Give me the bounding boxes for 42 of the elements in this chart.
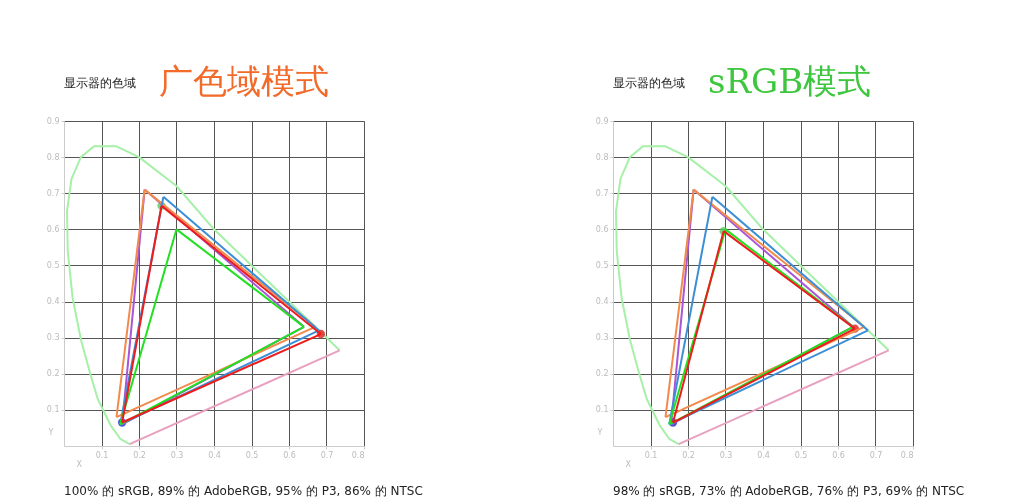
x-tick-label: 0.2 — [133, 450, 146, 460]
x-tick-label: 0.3 — [170, 450, 184, 460]
x-tick-label: 0.6 — [283, 450, 296, 460]
x-tick-label: 0.5 — [794, 450, 808, 460]
x-axis-title: X — [76, 459, 83, 469]
x-tick-label: 0.7 — [320, 450, 334, 460]
y-tick-label: 0.3 — [595, 333, 609, 343]
chart-title: sRGB模式 — [708, 61, 872, 101]
x-tick-label: 0.4 — [757, 450, 770, 460]
y-tick-label: 0.1 — [46, 405, 60, 415]
x-tick-label: 0.1 — [95, 450, 109, 460]
y-tick-label: 0.8 — [595, 152, 609, 162]
y-tick-label: 0.6 — [595, 224, 609, 234]
x-tick-label: 0.5 — [245, 450, 259, 460]
y-tick-label: 0.4 — [46, 297, 60, 307]
y-tick-label: 0.5 — [46, 260, 60, 270]
y-tick-label: 0.9 — [46, 116, 60, 126]
x-tick-label: 0.1 — [644, 450, 658, 460]
x-tick-label: 0.4 — [208, 450, 221, 460]
x-tick-label: 0.8 — [351, 450, 365, 460]
y-tick-label: 0.2 — [46, 369, 60, 379]
chart-subtitle: 显示器的色域 — [613, 76, 685, 90]
x-tick-label: 0.3 — [719, 450, 733, 460]
x-tick-label: 0.7 — [869, 450, 883, 460]
y-tick-label: 0.8 — [46, 152, 60, 162]
text: 98% 的 sRGB, 73% 的 AdobeRGB, 76% 的 P3, 69% 的 NTSC — [613, 484, 965, 498]
text: 100% 的 sRGB, 89% 的 AdobeRGB, 95% 的 P3, 86% 的 NTSC — [64, 484, 423, 498]
y-tick-label: 0.5 — [595, 260, 609, 270]
y-tick-label: 0.7 — [46, 188, 60, 198]
chart-subtitle: 显示器的色域 — [64, 76, 136, 90]
x-tick-label: 0.6 — [832, 450, 845, 460]
y-tick-label: 0.6 — [46, 224, 60, 234]
y-tick-label: 0.7 — [595, 188, 609, 198]
y-tick-label: 0.9 — [595, 116, 609, 126]
y-tick-label: 0.4 — [595, 297, 609, 307]
y-tick-label: 0.1 — [595, 405, 609, 415]
y-tick-label: 0.2 — [595, 369, 609, 379]
x-axis-title: X — [625, 459, 632, 469]
x-tick-label: 0.8 — [900, 450, 914, 460]
y-tick-label: 0.3 — [46, 333, 60, 343]
chart-title: 广色域模式 — [159, 61, 329, 101]
x-tick-label: 0.2 — [682, 450, 695, 460]
